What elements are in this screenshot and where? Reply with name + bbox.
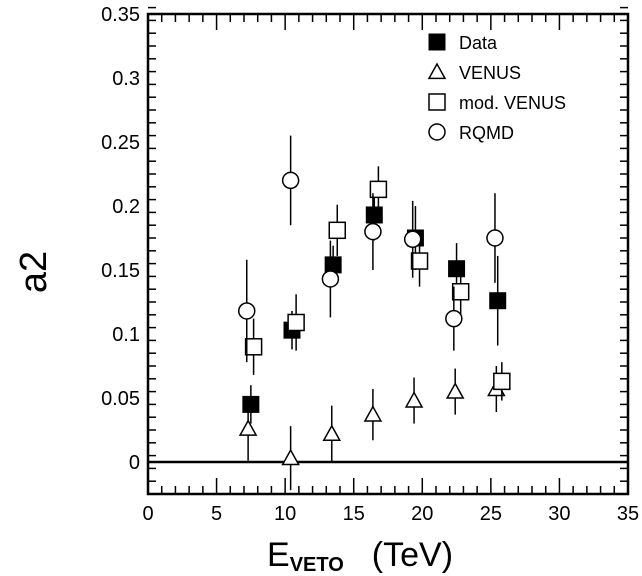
x-axis-title-main: E bbox=[267, 536, 290, 574]
data-point bbox=[410, 252, 429, 270]
x-tick-label: 35 bbox=[617, 503, 639, 525]
x-tick-label: 0 bbox=[142, 503, 153, 525]
data-point bbox=[237, 302, 256, 320]
y-tick-label: 0.35 bbox=[101, 4, 140, 26]
y-axis: 0 0.05 0.1 0.15 0.2 0.25 0.3 0.35 bbox=[101, 4, 628, 495]
x-tick-label: 20 bbox=[411, 503, 433, 525]
legend-marker bbox=[428, 93, 446, 111]
x-tick-label: 5 bbox=[211, 503, 222, 525]
legend-label: VENUS bbox=[459, 63, 521, 83]
legend-marker bbox=[427, 62, 447, 80]
data-points bbox=[237, 135, 511, 491]
y-tick-label: 0.2 bbox=[112, 196, 140, 218]
x-tick-label: 30 bbox=[548, 503, 570, 525]
legend-label: RQMD bbox=[459, 123, 514, 143]
data-point bbox=[281, 448, 300, 466]
x-axis-title-sub: VETO bbox=[290, 554, 344, 576]
series-rqmd bbox=[237, 135, 504, 363]
data-point bbox=[242, 395, 260, 413]
x-axis-title-unit: (TeV) bbox=[372, 536, 453, 574]
y-tick-label: 0 bbox=[129, 452, 140, 474]
series-mod-venus bbox=[244, 166, 511, 401]
series-venus bbox=[238, 366, 506, 491]
data-point bbox=[448, 260, 466, 278]
data-point bbox=[322, 424, 342, 441]
data-point bbox=[451, 283, 470, 301]
data-point bbox=[404, 391, 424, 408]
data-point bbox=[287, 313, 305, 332]
legend-label: mod. VENUS bbox=[459, 93, 566, 113]
y-axis-title: a2 bbox=[13, 251, 55, 293]
legend-marker bbox=[428, 123, 446, 141]
data-point bbox=[321, 270, 340, 288]
legend-marker bbox=[428, 33, 446, 51]
plot-frame bbox=[146, 12, 630, 496]
data-point bbox=[445, 309, 463, 328]
data-point bbox=[445, 382, 465, 399]
y-tick-label: 0.15 bbox=[101, 260, 140, 282]
x-axis: 0 5 10 15 20 25 30 35 bbox=[142, 14, 639, 525]
data-point bbox=[363, 405, 383, 422]
y-tick-label: 0.05 bbox=[101, 388, 140, 410]
data-point bbox=[364, 222, 382, 241]
data-point bbox=[328, 221, 347, 240]
data-point bbox=[238, 419, 258, 436]
data-point bbox=[486, 229, 504, 247]
x-axis-title: EVETO (TeV) bbox=[267, 536, 453, 576]
data-point bbox=[281, 171, 300, 190]
x-tick-label: 15 bbox=[343, 503, 365, 525]
x-tick-label: 25 bbox=[480, 503, 502, 525]
y-tick-label: 0.3 bbox=[112, 68, 140, 90]
legend-label: Data bbox=[459, 33, 498, 53]
data-point bbox=[493, 372, 511, 391]
data-point bbox=[403, 230, 422, 249]
y-tick-label: 0.25 bbox=[101, 132, 140, 154]
data-point bbox=[365, 206, 383, 224]
y-tick-label: 0.1 bbox=[112, 324, 140, 346]
plot-border bbox=[146, 12, 630, 496]
data-point bbox=[244, 338, 263, 356]
x-tick-label: 10 bbox=[274, 503, 296, 525]
data-point bbox=[369, 180, 388, 199]
data-point bbox=[489, 292, 507, 310]
data-point bbox=[324, 256, 342, 274]
legend: Data VENUS mod. VENUS RQMD bbox=[427, 33, 566, 143]
